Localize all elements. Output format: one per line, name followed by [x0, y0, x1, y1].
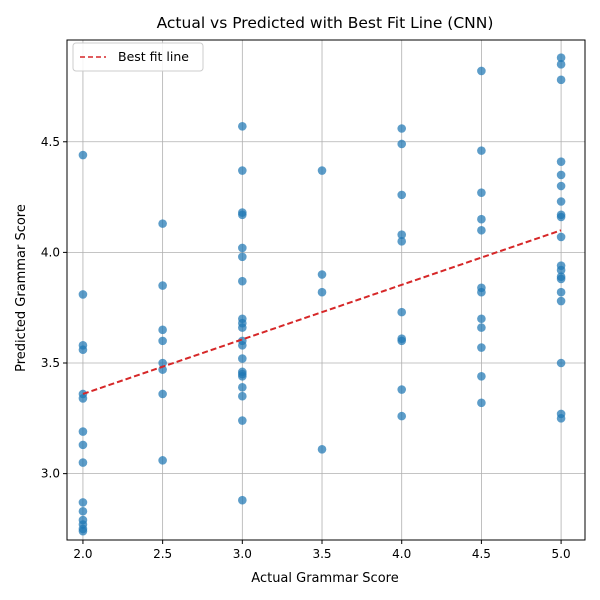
data-point — [78, 290, 88, 299]
data-point — [238, 495, 247, 505]
y-tick-label: 3.0 — [41, 467, 60, 481]
best-fit-line — [82, 229, 562, 395]
x-axis-ticks: 2.0 2.5 3.0 3.5 4.0 4.5 5.0 — [73, 540, 571, 561]
data-point — [78, 498, 88, 507]
legend-box — [72, 42, 204, 72]
data-point — [556, 358, 566, 368]
data-point — [397, 411, 407, 421]
data-point — [556, 181, 566, 191]
x-tick-label: 3.5 — [312, 547, 331, 561]
data-point — [238, 210, 247, 220]
x-tick-label: 3.0 — [233, 547, 252, 561]
data-point — [477, 314, 486, 324]
data-point — [78, 526, 88, 536]
data-point — [238, 276, 247, 286]
data-point — [78, 440, 88, 450]
data-point — [238, 416, 247, 425]
data-point — [556, 75, 566, 85]
data-point — [238, 252, 247, 262]
data-point — [158, 325, 167, 335]
y-tick-label: 4.0 — [41, 245, 60, 259]
x-tick-label: 4.0 — [392, 547, 411, 561]
data-point — [556, 157, 566, 166]
data-point — [477, 66, 486, 76]
data-point — [397, 336, 407, 346]
chart-title: Actual vs Predicted with Best Fit Line (… — [157, 14, 494, 32]
data-point — [78, 427, 88, 436]
data-point — [556, 296, 566, 306]
y-tick-label: 3.5 — [41, 356, 60, 370]
data-point — [477, 146, 486, 155]
data-point — [78, 394, 88, 403]
y-tick-label: 4.5 — [41, 135, 60, 149]
data-point — [238, 166, 247, 175]
data-point — [317, 270, 327, 279]
data-point — [556, 60, 566, 69]
data-point — [238, 341, 247, 350]
data-point — [238, 371, 247, 381]
data-points — [78, 53, 566, 536]
data-point — [556, 53, 566, 62]
data-point — [238, 383, 247, 392]
data-point — [556, 414, 566, 423]
y-axis-ticks: 3.0 3.5 4.0 4.5 — [41, 135, 67, 481]
data-point — [556, 212, 566, 222]
data-point — [556, 197, 566, 206]
data-point — [477, 323, 486, 332]
data-point — [238, 354, 247, 363]
data-point — [158, 456, 167, 465]
y-axis-label: Predicted Grammar Score — [14, 204, 29, 372]
data-point — [556, 232, 566, 242]
data-point — [158, 281, 167, 290]
data-point — [397, 385, 407, 394]
x-tick-label: 4.5 — [472, 547, 491, 561]
data-point — [477, 371, 486, 381]
best-fit-line-group — [82, 229, 562, 395]
x-axis-label: Actual Grammar Score — [251, 571, 398, 586]
data-point — [397, 124, 407, 133]
data-point — [238, 243, 247, 253]
data-point — [477, 225, 486, 235]
data-point — [78, 458, 88, 467]
data-point — [477, 398, 486, 408]
data-point — [317, 287, 327, 297]
legend: Best fit line — [72, 42, 204, 72]
data-point — [78, 345, 88, 355]
data-point — [158, 219, 167, 228]
data-point — [556, 274, 566, 284]
data-point — [78, 506, 88, 516]
data-point — [397, 230, 407, 239]
data-point — [158, 336, 167, 346]
data-point — [78, 150, 88, 160]
grid-lines — [67, 40, 585, 540]
x-tick-label: 5.0 — [552, 547, 571, 561]
plot-frame — [66, 39, 586, 541]
x-tick-label: 2.5 — [153, 547, 172, 561]
data-point — [477, 214, 486, 224]
data-point — [477, 188, 486, 197]
data-point — [317, 166, 327, 175]
data-point — [397, 307, 407, 317]
data-point — [397, 190, 407, 200]
data-point — [158, 389, 167, 399]
data-point — [397, 139, 407, 149]
data-point — [397, 237, 407, 246]
x-tick-label: 2.0 — [73, 547, 92, 561]
legend-entry-best-fit: Best fit line — [118, 49, 189, 64]
data-point — [317, 444, 327, 454]
data-point — [477, 287, 486, 297]
data-point — [238, 323, 247, 332]
data-point — [556, 265, 566, 275]
data-point — [556, 287, 566, 297]
data-point — [238, 391, 247, 401]
data-point — [238, 121, 247, 131]
data-point — [477, 343, 486, 352]
data-point — [556, 170, 566, 180]
